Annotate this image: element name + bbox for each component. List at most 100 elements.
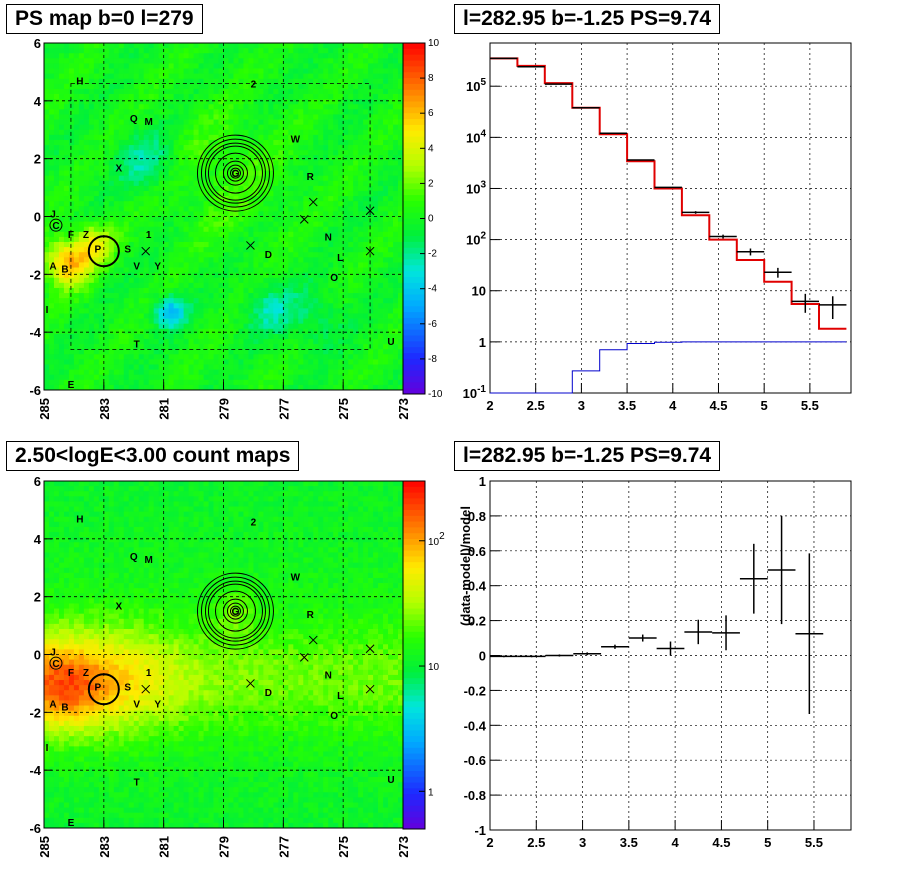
source-label: L [337,253,343,264]
source-label: 1 [146,668,152,679]
map-2-pixels [44,481,404,829]
map-title-counts: 2.50<logE<3.00 count maps [6,441,300,471]
residual-ytick-label: 0.6 [468,544,486,559]
source-label: V [133,262,140,273]
source-label: H [76,77,83,88]
residual-ytick-label: -1 [474,823,486,838]
source-circle [49,218,63,232]
residual-xtick-label: 5 [764,835,771,850]
source-label: J [50,210,56,221]
source-label: V [133,700,140,711]
source-label: M [145,117,153,128]
contour-ring [226,602,244,620]
colorbar-0-label: -2 [428,249,437,260]
colorbar-2-label: 102 [428,531,445,548]
map-2-sources: H 2 Q M W X R G JCF ZP S 1 N D L V Y A B O I T U E [46,515,395,830]
colorbar-0-label: -8 [428,354,437,365]
spectrum-ps-line [490,341,847,394]
map-2-xtick-label: 285 [37,836,52,858]
roi-box [70,83,371,350]
ps-position-circle [87,673,120,706]
colorbar-0-label: 10 [428,38,440,49]
source-label: T [134,778,140,789]
source-label: R [307,610,315,621]
spectrum-xtick-label: 5 [761,398,768,413]
source-label: B [61,265,68,276]
map-0-xtick-label: 283 [97,398,112,420]
contour-ring [196,572,274,650]
contour-ring [204,142,266,204]
source-label: D [265,250,272,261]
map-0-ytick-label: 2 [34,152,41,167]
cross-marker [365,206,375,216]
source-label: G [232,607,240,618]
colorbar-2 [403,481,425,830]
spectrum-xtick-label: 3.5 [618,398,636,413]
map-2-xtick-label: 275 [336,836,351,858]
spectrum-ytick-label: 10 [472,284,486,299]
residual-title: l=282.95 b=-1.25 PS=9.74 [454,441,721,471]
contour-ring [214,590,256,632]
cross-marker [246,679,255,688]
spectrum-ytick-label: 1 [479,335,486,350]
map-0-ytick-label: -4 [29,325,41,340]
map-2-xtick-label: 277 [276,836,291,858]
spectrum-xtick-label: 5.5 [801,398,819,413]
source-label: E [68,380,75,391]
contour-ring [231,169,239,177]
spectrum-xtick-label: 4.5 [709,398,727,413]
map-2-xtick-label: 279 [217,836,232,858]
source-label: Q [130,552,138,563]
contour-ring [207,583,263,639]
source-label: S [124,682,131,693]
colorbar-2-frame [402,480,426,830]
spectrum-xtick-label: 2 [486,398,493,413]
source-label: A [49,700,56,711]
contour-ring [226,164,244,182]
spectrum-frame [489,42,852,394]
source-label: T [134,340,140,351]
contour-ring [231,607,239,615]
source-label: U [387,775,394,786]
source-label: B [61,703,68,714]
source-label: I [46,305,49,316]
residual-ytick-label: -0.4 [464,718,487,733]
colorbar-0-label: -10 [428,389,443,400]
source-circle [49,656,63,670]
colorbar-0 [403,43,425,395]
ps-position-circle [87,235,120,268]
source-label: X [115,163,122,174]
source-label: P [95,244,102,255]
source-label: 1 [146,230,152,241]
map-0-ytick-label: 0 [34,210,41,225]
contour-ring [229,167,241,179]
map-0-xtick-label: 277 [276,398,291,420]
source-label: I [46,743,49,754]
source-label: F [68,668,74,679]
cross-marker [365,246,375,256]
source-label: 2 [251,79,257,90]
source-label: W [291,134,301,145]
source-label: O [330,273,338,284]
residual-xtick-label: 4 [672,835,680,850]
cross-marker [141,246,151,256]
map-0-ytick-label: 4 [34,94,42,109]
map-0-ytick-label: -2 [29,267,41,282]
source-label: G [232,169,240,180]
source-label: C [52,221,59,232]
colorbar-2-label: 10 [428,662,440,673]
residual-xtick-label: 4.5 [712,835,730,850]
contour-ring [229,605,241,617]
residual-ytick-label: 0 [479,649,486,664]
map-0-xtick-label: 285 [37,398,52,420]
map-2-ytick-label: -6 [29,821,41,836]
contour-ring [207,145,263,201]
colorbar-0-label: 2 [428,178,434,189]
contour-ring [222,160,248,186]
source-label: 2 [251,517,257,528]
source-label: X [115,601,122,612]
spectrum-ytick-label: 102 [466,231,486,248]
map-0-xtick-label: 281 [157,398,172,420]
map-title-ps: PS map b=0 l=279 [6,4,203,34]
